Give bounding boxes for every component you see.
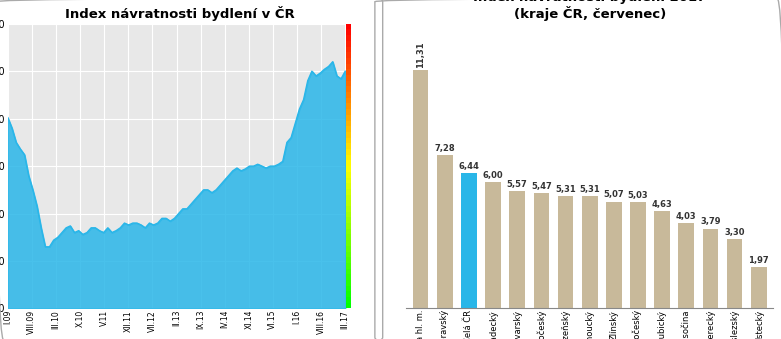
Bar	[437, 155, 453, 308]
Bar	[679, 223, 694, 308]
Bar	[509, 191, 525, 308]
Text: 5,07: 5,07	[604, 191, 624, 199]
Text: 4,03: 4,03	[676, 212, 697, 221]
Bar	[461, 173, 476, 308]
Bar	[751, 267, 766, 308]
Text: 1,97: 1,97	[748, 256, 769, 265]
Text: 11,31: 11,31	[416, 41, 425, 68]
Bar	[558, 197, 573, 308]
Title: Index návratnosti bydlení 2017
(kraje ČR, červenec): Index návratnosti bydlení 2017 (kraje ČR…	[473, 0, 706, 21]
Bar	[630, 202, 646, 308]
Text: 5,47: 5,47	[531, 182, 551, 191]
Bar	[654, 211, 670, 308]
Text: 6,00: 6,00	[483, 171, 504, 180]
Text: 5,57: 5,57	[507, 180, 528, 189]
Text: 7,28: 7,28	[434, 144, 455, 153]
Title: Index návratnosti bydlení v ČR: Index návratnosti bydlení v ČR	[65, 6, 294, 21]
Text: 6,44: 6,44	[458, 162, 480, 171]
Bar	[533, 193, 549, 308]
Bar	[485, 182, 501, 308]
Text: 5,03: 5,03	[628, 191, 648, 200]
Bar	[606, 202, 622, 308]
Text: 3,30: 3,30	[724, 228, 745, 237]
Text: 4,63: 4,63	[651, 200, 672, 209]
Bar	[582, 197, 597, 308]
Text: 5,31: 5,31	[580, 185, 600, 194]
Bar	[726, 239, 743, 308]
Bar	[703, 228, 719, 308]
Text: 3,79: 3,79	[700, 217, 721, 226]
Bar	[413, 70, 429, 308]
Text: 5,31: 5,31	[555, 185, 576, 194]
